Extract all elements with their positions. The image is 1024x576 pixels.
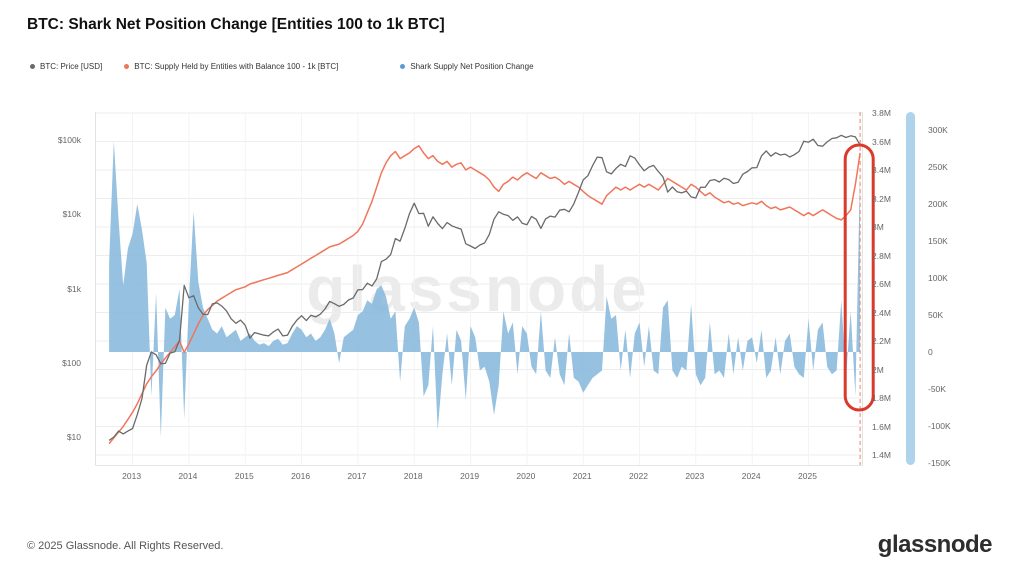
supply-axis: 3.8M 3.6M 3.4M 3.2M 3M 2.8M 2.6M 2.4M 2.2M 2M 1.8M… xyxy=(872,108,914,465)
x-axis-tick-label: 2013 xyxy=(122,471,142,481)
x-axis-tick-label: 2017 xyxy=(347,471,367,481)
net-position-area xyxy=(109,141,861,438)
glassnode-logo: glassnode xyxy=(877,531,993,558)
footer-copyright: © 2025 Glassnode. All Rights Reserved. xyxy=(27,540,224,552)
axis-tick-label: -150K xyxy=(928,458,951,468)
plot-svg[interactable] xyxy=(96,112,875,465)
x-axis-tick-label: 2021 xyxy=(572,471,592,481)
supply-line xyxy=(108,145,861,445)
axis-tick-label: 150K xyxy=(928,236,948,246)
plot-area[interactable] xyxy=(95,112,875,466)
axis-tick-label: 3.6M xyxy=(872,136,891,147)
x-axis-tick-label: 2016 xyxy=(291,471,311,481)
x-axis-tick-label: 2023 xyxy=(685,471,705,481)
axis-tick-label: $100k xyxy=(57,135,81,145)
legend-marker-icon xyxy=(124,64,130,69)
legend-marker-icon xyxy=(400,64,406,69)
net-axis: 300K 250K 200K 150K 100K 50K 0 -50K -100K -150K xyxy=(928,112,978,468)
net-axis-scrollbar[interactable] xyxy=(906,112,915,465)
legend-label: BTC: Supply Held by Entities with Balanc… xyxy=(134,62,339,71)
axis-tick-label: 1.6M xyxy=(872,421,891,432)
x-axis-tick-label: 2018 xyxy=(403,471,423,481)
price-line xyxy=(108,134,861,441)
axis-tick-label: -100K xyxy=(928,421,951,431)
axis-tick-label: 2.2M xyxy=(872,336,891,346)
axis-tick-label: 3.8M xyxy=(872,108,891,118)
axis-tick-label: 200K xyxy=(928,199,948,209)
axis-tick-label: 2.6M xyxy=(872,279,891,289)
axis-tick-label: 0 xyxy=(928,347,933,357)
axis-tick-label: $100 xyxy=(62,357,81,368)
axis-tick-label: 100K xyxy=(928,273,948,283)
x-axis-tick-label: 2020 xyxy=(516,471,536,481)
axis-tick-label: 250K xyxy=(928,162,948,172)
price-axis: $100k $10k $1k $100 $10 xyxy=(0,112,88,465)
axis-tick-label: 3M xyxy=(872,222,884,232)
x-axis-tick-label: 2015 xyxy=(234,471,254,481)
axis-tick-label: 2.8M xyxy=(872,250,891,261)
chart-title: BTC: Shark Net Position Change [Entities… xyxy=(27,16,445,33)
x-axis-tick-label: 2024 xyxy=(741,471,761,481)
axis-tick-label: 2M xyxy=(872,364,884,375)
x-axis-tick-label: 2025 xyxy=(798,471,817,481)
axis-tick-label: $10 xyxy=(66,432,81,442)
legend: BTC: Price [USD] BTC: Supply Held by Enti… xyxy=(30,62,556,71)
axis-tick-label: 3.2M xyxy=(872,193,891,204)
x-axis-tick-label: 2022 xyxy=(629,471,648,481)
axis-tick-label: 1.4M xyxy=(872,450,891,460)
highlight-oval xyxy=(843,143,875,412)
axis-tick-label: 3.4M xyxy=(872,165,891,175)
legend-marker-icon xyxy=(30,64,35,69)
legend-label: Shark Supply Net Position Change xyxy=(410,62,534,71)
x-axis-tick-label: 2014 xyxy=(178,471,198,481)
axis-tick-label: -50K xyxy=(928,384,946,394)
axis-tick-label: $1k xyxy=(67,283,81,294)
legend-item[interactable]: BTC: Price [USD] xyxy=(30,62,102,71)
axis-tick-label: 50K xyxy=(928,310,944,320)
x-axis-tick-label: 2019 xyxy=(460,471,480,481)
axis-tick-label: 300K xyxy=(928,125,948,135)
legend-item[interactable]: BTC: Supply Held by Entities with Balanc… xyxy=(124,62,338,71)
legend-label: BTC: Price [USD] xyxy=(40,62,103,71)
axis-tick-label: 2.4M xyxy=(872,307,891,318)
axis-tick-label: $10k xyxy=(62,209,81,220)
legend-item[interactable]: Shark Supply Net Position Change xyxy=(400,62,534,71)
x-axis: 2013 2014 2015 2016 2017 2018 2019 2020 2021 2022… xyxy=(95,471,861,485)
axis-tick-label: 1.8M xyxy=(872,393,891,403)
